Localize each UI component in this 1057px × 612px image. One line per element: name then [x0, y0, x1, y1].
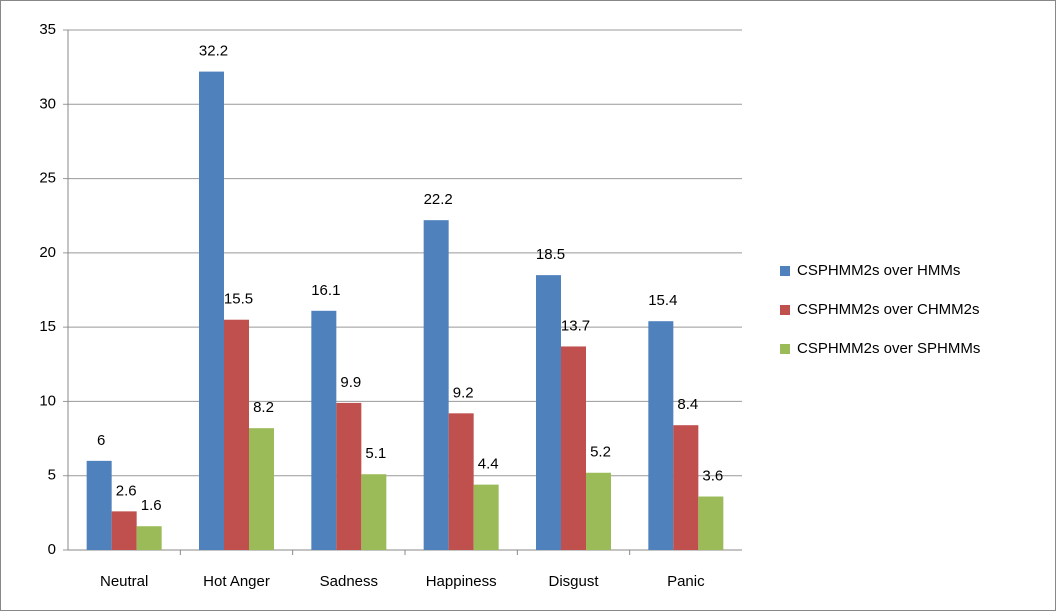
data-label: 8.4 — [677, 396, 698, 413]
data-label: 18.5 — [536, 246, 565, 263]
bar — [698, 496, 724, 550]
data-label: 1.6 — [141, 497, 162, 514]
y-tick-label: 15 — [39, 318, 56, 335]
legend-label: CSPHMM2s over CHMM2s — [797, 301, 980, 318]
data-label: 13.7 — [561, 317, 590, 334]
y-tick-label: 0 — [48, 541, 56, 558]
bar — [561, 346, 586, 550]
bar — [586, 472, 611, 550]
bar — [136, 526, 162, 550]
data-label: 15.4 — [648, 292, 677, 309]
data-label: 6 — [97, 432, 105, 449]
bar — [336, 402, 362, 550]
bar — [311, 310, 337, 550]
x-tick-label: Happiness — [426, 573, 497, 590]
x-tick-label: Neutral — [100, 573, 148, 590]
bar — [648, 321, 674, 550]
y-tick-label: 5 — [48, 467, 56, 484]
y-tick-label: 10 — [39, 392, 56, 409]
bar — [673, 425, 699, 550]
data-label: 9.9 — [340, 374, 361, 391]
data-label: 9.2 — [453, 384, 474, 401]
bar — [536, 275, 561, 550]
legend-swatch — [780, 266, 790, 276]
x-tick-label: Disgust — [548, 573, 599, 590]
bar — [86, 460, 112, 550]
data-label: 5.1 — [365, 445, 386, 462]
bar — [224, 319, 249, 550]
data-label: 32.2 — [199, 43, 228, 60]
bar — [473, 484, 499, 550]
bar — [249, 428, 274, 550]
legend-swatch — [780, 305, 790, 315]
y-tick-label: 20 — [39, 244, 56, 261]
data-label: 5.2 — [590, 444, 611, 461]
data-label: 16.1 — [311, 282, 340, 299]
bar — [448, 413, 474, 550]
x-tick-label: Panic — [667, 573, 705, 590]
data-label: 8.2 — [253, 399, 274, 416]
bar — [199, 71, 224, 550]
y-tick-label: 35 — [39, 21, 56, 38]
data-label: 3.6 — [702, 467, 723, 484]
legend-label: CSPHMM2s over SPHMMs — [797, 340, 980, 357]
data-label: 4.4 — [478, 456, 499, 473]
x-tick-label: Sadness — [320, 573, 378, 590]
bar — [423, 220, 449, 550]
y-tick-label: 25 — [39, 170, 56, 187]
y-tick-label: 30 — [39, 95, 56, 112]
data-label: 22.2 — [424, 191, 453, 208]
data-label: 15.5 — [224, 291, 253, 308]
data-label: 2.6 — [116, 482, 137, 499]
legend-label: CSPHMM2s over HMMs — [797, 262, 960, 279]
bar — [361, 474, 387, 550]
x-tick-label: Hot Anger — [203, 573, 270, 590]
bar — [111, 511, 137, 550]
legend-swatch — [780, 344, 790, 354]
